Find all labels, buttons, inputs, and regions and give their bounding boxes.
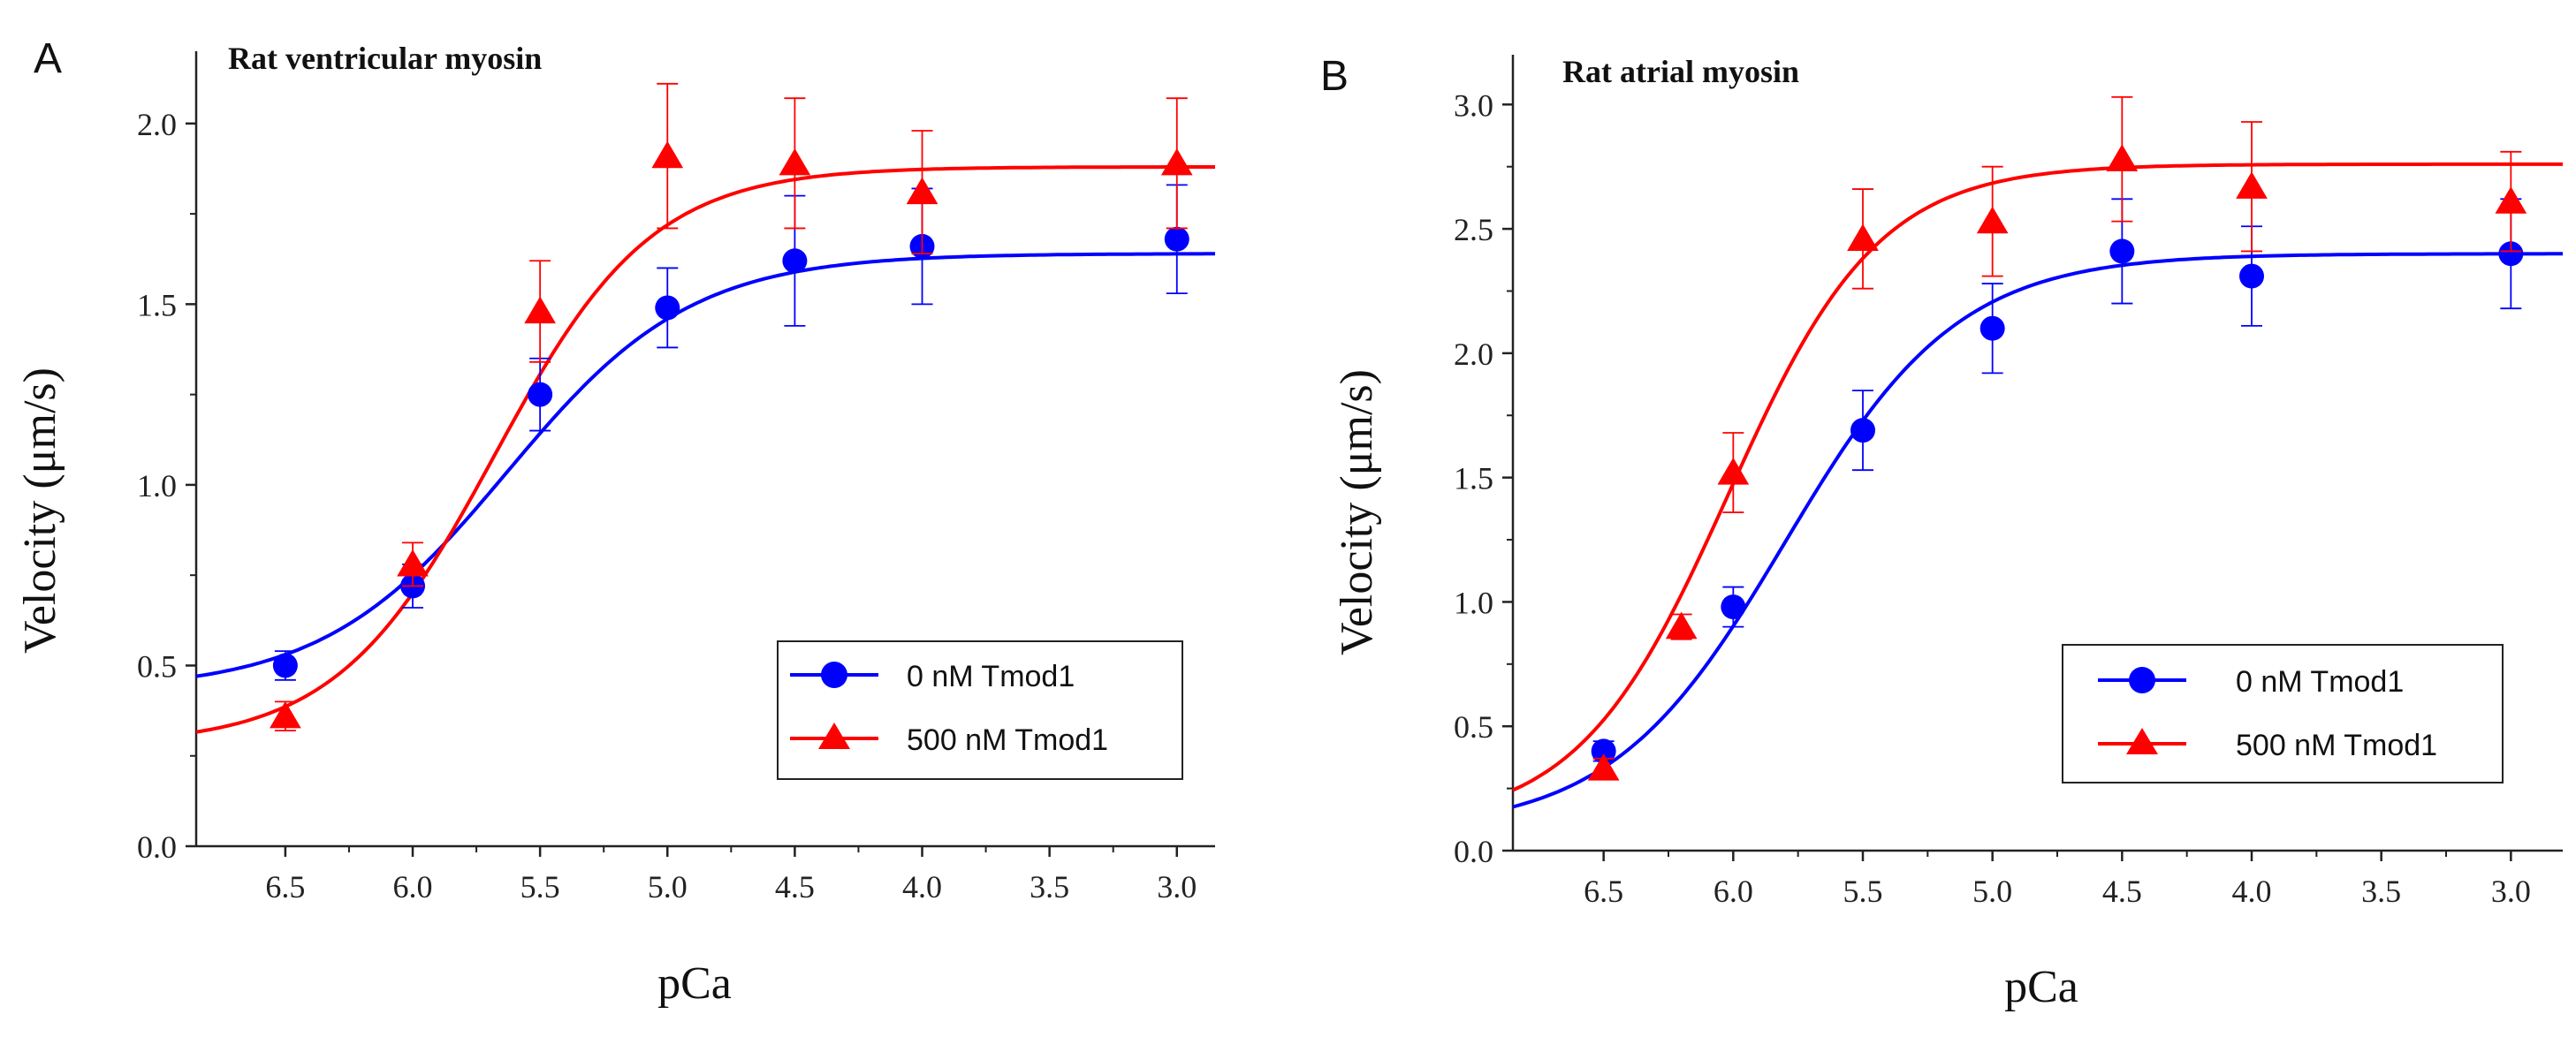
data-point-series-0 (272, 653, 298, 678)
data-point-series-1 (906, 177, 938, 205)
fit-curve-series-1 (195, 165, 1215, 734)
plot-area: 0.0 0.5 1.0 1.5 2.0 2.5 3.0 6.5 6.0 5.5 5.0 4.5 4.0 3… (1454, 55, 2563, 909)
chart-title: Rat ventricular myosin (228, 41, 542, 76)
y-tick-label: 0.5 (1454, 709, 1493, 745)
data-point-series-0 (1979, 315, 2005, 341)
x-tick-label: 4.0 (902, 869, 942, 905)
x-tick-label: 4.5 (775, 869, 815, 905)
data-point-series-0 (1721, 594, 1746, 620)
x-tick-label: 5.0 (648, 869, 688, 905)
data-point-series-1 (2106, 144, 2139, 171)
legend-label-series-1: 500 nM Tmod1 (2236, 729, 2437, 762)
data-point-series-1 (524, 296, 556, 324)
x-tick-label: 4.0 (2232, 874, 2272, 909)
y-tick-label: 2.5 (1454, 212, 1493, 247)
y-tick-label: 1.0 (1454, 585, 1493, 620)
y-tick-label: 2.0 (137, 107, 177, 142)
legend-marker-series-0 (2129, 667, 2155, 693)
y-axis-title: Velocity (μm/s) (1332, 369, 1382, 655)
data-point-series-1 (270, 700, 301, 729)
data-point-series-1 (651, 140, 684, 169)
panel-label-a: A (34, 35, 62, 82)
plot-area: 0.0 0.5 1.0 1.5 2.0 6.5 6.0 5.5 5.0 4.5 4.0 3.5 3.0 (137, 51, 1215, 905)
data-point-series-1 (2236, 171, 2268, 199)
legend-marker-series-0 (821, 662, 847, 688)
legend: 0 nM Tmod1 500 nM Tmod1 (2062, 644, 2504, 783)
data-point-series-1 (1160, 148, 1193, 176)
y-tick-label: 0.0 (1454, 834, 1493, 869)
x-tick-label: 3.0 (2491, 874, 2531, 909)
data-point-series-0 (1164, 226, 1189, 252)
legend-box (2062, 644, 2504, 783)
x-axis-title: pCa (2004, 962, 2078, 1012)
data-point-series-0 (528, 382, 553, 407)
data-point-series-0 (1591, 738, 1616, 764)
x-tick-label: 5.0 (1972, 874, 2012, 909)
fit-curve-series-0 (195, 252, 1215, 678)
chart-title: Rat atrial myosin (1562, 54, 1799, 89)
x-tick-label: 3.5 (1030, 869, 1069, 905)
y-tick-label: 1.5 (137, 287, 177, 322)
y-tick-label: 1.5 (1454, 461, 1493, 496)
legend-marker-series-1 (818, 723, 850, 749)
x-tick-label: 6.0 (1714, 874, 1753, 909)
fit-curve-series-1 (1512, 162, 2563, 792)
x-tick-label: 3.5 (2361, 874, 2401, 909)
legend-box (777, 640, 1183, 780)
x-tick-label: 6.0 (393, 869, 433, 905)
legend: 0 nM Tmod1 500 nM Tmod1 (777, 640, 1183, 780)
data-point-series-0 (655, 295, 680, 321)
data-point-series-1 (1665, 611, 1698, 640)
data-point-series-1 (1847, 223, 1879, 251)
panel-b: B Rat atrial myosin Velocity (μm/s) pCa … (1320, 53, 2563, 1012)
legend-marker-series-1 (2126, 728, 2158, 754)
x-tick-label: 6.5 (265, 869, 305, 905)
data-point-series-0 (1850, 418, 1875, 443)
data-point-series-1 (2495, 186, 2527, 214)
data-point-series-1 (1587, 753, 1620, 781)
y-axis-title: Velocity (μm/s) (15, 367, 65, 654)
y-tick-label: 0.0 (137, 829, 177, 865)
data-point-series-1 (1717, 458, 1750, 485)
legend-label-series-0: 0 nM Tmod1 (2236, 665, 2404, 699)
x-tick-label: 5.5 (521, 869, 560, 905)
panel-a: A Rat ventricular myosin Velocity (μm/s)… (15, 35, 1215, 1009)
y-tick-label: 2.0 (1454, 337, 1493, 372)
x-tick-label: 4.5 (2102, 874, 2142, 909)
data-point-series-1 (779, 148, 811, 176)
y-tick-label: 1.0 (137, 468, 177, 503)
data-point-series-0 (782, 248, 808, 274)
x-axis-title: pCa (657, 958, 732, 1009)
data-point-series-0 (2498, 241, 2524, 267)
data-point-series-0 (2239, 263, 2264, 289)
x-tick-label: 3.0 (1157, 869, 1197, 905)
y-tick-label: 0.5 (137, 648, 177, 684)
x-tick-label: 5.5 (1843, 874, 1883, 909)
data-point-series-0 (2109, 238, 2135, 264)
fit-curve-series-0 (1512, 252, 2563, 809)
data-point-series-1 (1976, 206, 2009, 234)
data-point-series-1 (397, 549, 429, 577)
x-tick-label: 6.5 (1584, 874, 1623, 909)
legend-label-series-0: 0 nM Tmod1 (907, 660, 1075, 693)
y-tick-label: 3.0 (1454, 87, 1493, 123)
legend-label-series-1: 500 nM Tmod1 (907, 723, 1108, 757)
panel-label-b: B (1320, 53, 1349, 100)
